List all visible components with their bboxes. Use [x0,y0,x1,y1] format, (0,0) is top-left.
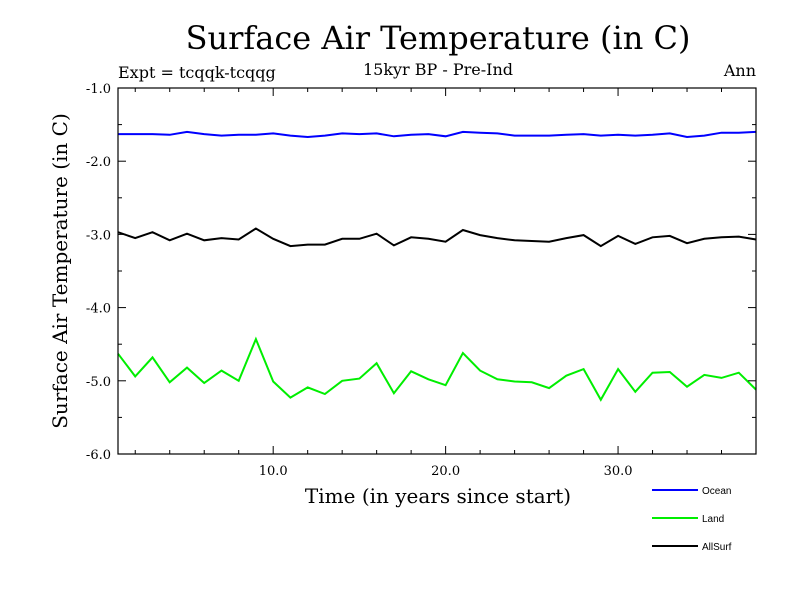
series-line-land [117,336,757,402]
plot-area: -1.0 -2.0 -3.0 -4.0 -5.0 -6.0 10.0 20.0 30.0 [86,82,757,479]
chart-subtitle: 15kyr BP - Pre-Ind [363,60,513,79]
series-layer [117,130,757,402]
period-label: Ann [723,61,756,80]
y-tick-label: -4.0 [86,302,111,317]
series-line-allsurf [117,227,757,248]
x-axis-label: Time (in years since start) [305,484,571,508]
y-tick-label: -3.0 [86,228,111,243]
legend-label-land: Land [702,514,724,525]
x-tick-label: 20.0 [431,464,460,479]
y-tick-label: -6.0 [86,448,111,463]
y-tick-label: -5.0 [86,375,111,390]
ticks-layer: -1.0 -2.0 -3.0 -4.0 -5.0 -6.0 10.0 20.0 30.0 [86,82,757,479]
y-tick-label: -2.0 [86,155,111,170]
x-tick-label: 30.0 [604,464,633,479]
legend-label-allsurf: AllSurf [702,542,732,553]
legend-label-ocean: Ocean [702,486,731,497]
x-tick-label: 10.0 [259,464,288,479]
y-tick-label: -1.0 [86,82,111,97]
plot-frame [117,87,757,455]
chart-title: Surface Air Temperature (in C) [186,19,691,57]
y-axis-label: Surface Air Temperature (in C) [48,113,72,429]
experiment-label: Expt = tcqqk-tcqqg [118,63,276,82]
series-line-ocean [118,130,757,139]
legend: Ocean Land AllSurf [652,486,732,553]
